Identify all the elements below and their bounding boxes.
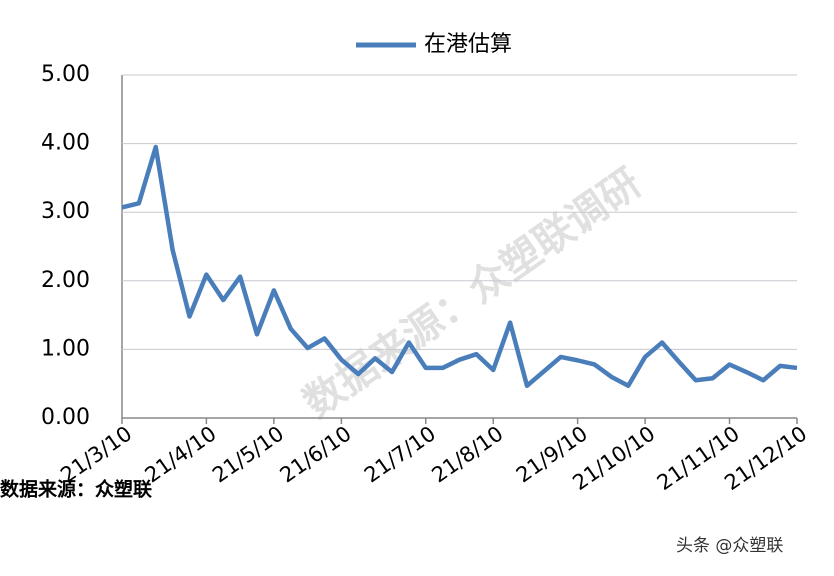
x-tick-label: 21/7/10 — [360, 421, 440, 487]
credit: 头条 @众塑联 — [676, 536, 783, 556]
x-tick-label: 21/4/10 — [141, 421, 221, 487]
series-line — [121, 144, 798, 389]
y-tick-label: 4.00 — [41, 131, 90, 156]
legend-label: 在港估算 — [424, 32, 512, 57]
y-tick-label: 2.00 — [41, 268, 90, 293]
y-tick-label: 1.00 — [41, 336, 90, 361]
x-tick-label: 21/8/10 — [427, 421, 507, 487]
x-tick-label: 21/6/10 — [276, 421, 356, 487]
y-tick-label: 0.00 — [41, 405, 90, 430]
watermark: 数据来源：众塑联调研 — [296, 160, 650, 427]
source-note: 数据来源：众塑联 — [0, 478, 152, 501]
y-tick-label: 3.00 — [41, 199, 90, 224]
y-tick-label: 5.00 — [41, 62, 90, 87]
x-tick-label: 21/5/10 — [208, 421, 288, 487]
